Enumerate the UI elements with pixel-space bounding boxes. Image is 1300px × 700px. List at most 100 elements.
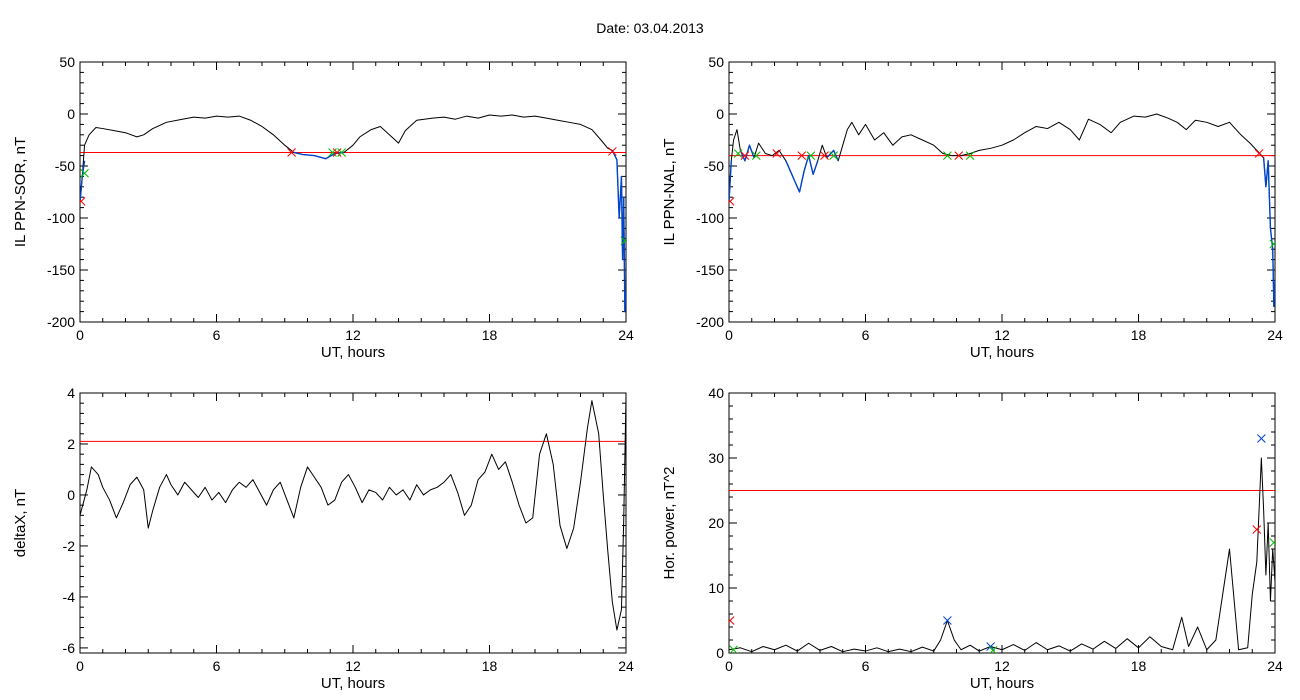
x-tick-label: 0 [725,658,733,674]
x-tick-label: 18 [482,327,498,343]
x-tick-label: 12 [994,327,1010,343]
x-axis-title: UT, hours [321,344,385,361]
y-tick-label: -4 [63,589,76,605]
y-axis-title: Hor. power, nT^2 [661,467,678,580]
y-tick-label: -100 [47,210,75,226]
marker-stroke [751,151,761,160]
plot-area [80,114,626,313]
y-axis-title: deltaX, nT [12,489,29,557]
series-line [729,113,1275,307]
highlight-segment [80,160,86,203]
x-axis-title: UT, hours [321,675,385,692]
series-line [729,457,1275,653]
marker-stroke [1254,149,1264,158]
panel-il-ppn-nal: 0 6 12 18 24 50 0 -50 -100 -150 -200 UT, hours IL PP… [661,54,1283,361]
y-tick-label: 40 [708,385,724,401]
marker-stroke [965,151,975,160]
marker-red [1252,525,1262,534]
marker-green [806,151,816,160]
x-tick-label: 0 [76,327,84,343]
marker-red [740,151,750,160]
marker-stroke [806,151,816,160]
series-line [80,395,626,631]
marker-green [988,646,998,653]
marker-stroke [989,646,998,653]
x-tick-label: 24 [618,327,634,343]
x-tick-label: 12 [345,327,361,343]
y-tick-label: 0 [716,645,724,661]
panel-deltax: 0 6 12 18 24 4 2 0 -2 -4 -6 UT, hours deltaX, nT [12,385,634,692]
marker-stroke [620,239,626,246]
x-tick-label: 6 [862,658,870,674]
marker-red [729,197,735,206]
y-tick-label: -150 [696,262,724,278]
marker-red [820,151,829,160]
y-tick-label: -50 [704,158,724,174]
marker-stroke [820,151,829,160]
y-tick-label: 0 [716,106,724,122]
y-axis-title: IL PPN-NAL, nT [661,139,678,246]
y-tick-label: 0 [67,487,75,503]
marker-stroke [740,151,750,160]
marker-stroke [943,151,952,160]
marker-red [332,148,342,157]
y-tick-label: -150 [47,262,75,278]
y-tick-label: -2 [63,538,76,554]
page-title: Date: 03.04.2013 [596,20,704,36]
marker-stroke [986,642,995,651]
highlight-segment [729,160,732,203]
marker-blue [1256,434,1266,443]
marker-stroke [332,148,342,157]
y-tick-label: 30 [708,450,724,466]
x-tick-label: 18 [1131,658,1147,674]
plot-area [729,434,1275,653]
x-tick-label: 12 [345,658,361,674]
series-line [80,114,626,313]
plot-frame [728,61,1276,323]
x-tick-label: 12 [994,658,1010,674]
marker-stroke [80,168,89,178]
x-tick-label: 0 [76,658,84,674]
y-tick-label: -100 [696,210,724,226]
x-axis-title: UT, hours [970,344,1034,361]
marker-red [1254,149,1264,158]
x-tick-label: 0 [725,327,733,343]
marker-red [607,147,617,156]
marker-green [1269,538,1275,547]
x-tick-label: 24 [618,658,634,674]
panel-il-ppn-sor: 0 6 12 18 24 50 0 -50 -100 -150 -200 UT, hours IL PP… [12,54,634,361]
marker-red [729,616,735,625]
marker-stroke [729,616,735,623]
highlight-segment [611,150,626,313]
plot-area [80,395,626,631]
y-tick-label: 20 [708,515,724,531]
marker-stroke [1269,242,1275,249]
plot-frame [728,392,1276,654]
marker-stroke [954,151,964,160]
marker-green [337,148,346,157]
y-tick-label: 50 [708,54,724,70]
x-tick-label: 18 [1131,327,1147,343]
marker-red [80,197,86,206]
marker-red [797,151,807,160]
marker-stroke [772,149,782,158]
marker-green [80,168,89,178]
highlight-segment [785,154,819,193]
marker-red [954,151,964,160]
marker-stroke [1256,434,1266,443]
y-tick-label: 50 [59,54,75,70]
marker-green [751,151,761,160]
y-tick-label: 4 [67,385,75,401]
marker-green [733,149,743,158]
marker-stroke [729,645,738,653]
x-tick-label: 24 [1267,658,1283,674]
y-tick-label: -200 [696,314,724,330]
plot-frame [79,392,627,654]
x-axis-title: UT, hours [970,675,1034,692]
marker-stroke [80,197,86,204]
marker-green [1269,239,1275,249]
x-tick-label: 18 [482,658,498,674]
x-tick-label: 6 [213,327,221,343]
x-tick-label: 6 [862,327,870,343]
